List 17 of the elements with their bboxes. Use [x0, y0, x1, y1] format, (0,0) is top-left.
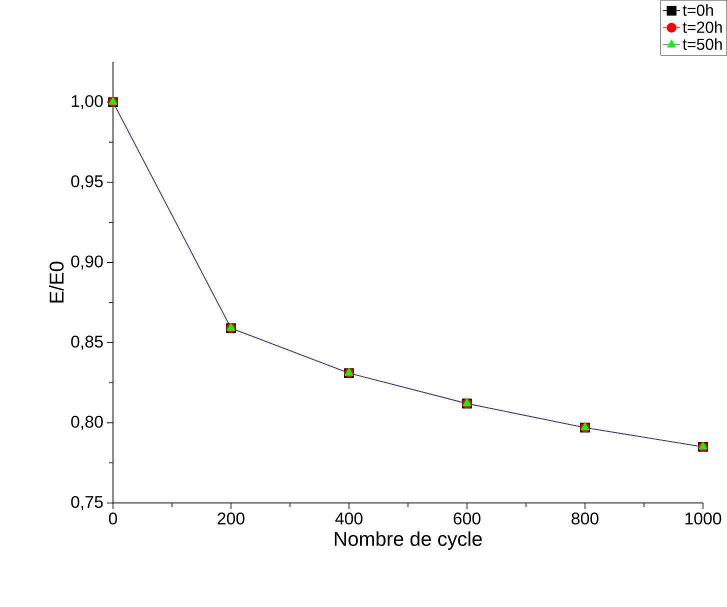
legend-label: t=0h: [682, 4, 713, 16]
y-tick-label: 0,85: [71, 336, 103, 350]
y-tick-label: 0,95: [71, 175, 103, 190]
legend-label: t=50h: [682, 38, 722, 50]
y-tick-label: 0,90: [71, 255, 103, 270]
x-tick-label: 1000: [685, 512, 722, 525]
x-tick-label: 800: [572, 512, 598, 525]
legend-label: t=20h: [682, 21, 722, 33]
x-tick-label: 0: [108, 512, 118, 525]
x-axis-title: Nombre de cycle: [334, 531, 482, 550]
y-tick-label: 0,80: [71, 416, 103, 430]
y-tick-label: 1,00: [72, 95, 103, 110]
y-tick-label: 0,75: [71, 496, 103, 510]
y-axis-title: E/E0: [49, 262, 64, 302]
x-tick-label: 600: [454, 512, 480, 525]
x-tick-label: 400: [335, 512, 362, 525]
x-tick-label: 200: [218, 512, 244, 525]
